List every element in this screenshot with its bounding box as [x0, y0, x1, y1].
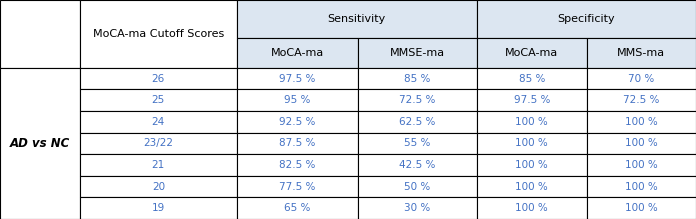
Text: 24: 24 [152, 117, 165, 127]
Bar [358, 176, 477, 197]
Bar [358, 38, 477, 68]
Bar [237, 154, 358, 176]
Bar [237, 68, 358, 90]
Text: 77.5 %: 77.5 % [279, 182, 316, 192]
Bar [80, 68, 237, 90]
Text: 72.5 %: 72.5 % [623, 95, 660, 105]
Text: 20: 20 [152, 182, 165, 192]
Text: 50 %: 50 % [404, 182, 431, 192]
Bar [477, 68, 587, 90]
Bar [477, 176, 587, 197]
Text: MMS-ma: MMS-ma [617, 48, 665, 58]
Text: 100 %: 100 % [625, 203, 658, 213]
Bar [587, 90, 696, 111]
Bar [587, 197, 696, 219]
Text: 19: 19 [152, 203, 165, 213]
Text: MMSE-ma: MMSE-ma [390, 48, 445, 58]
Text: 100 %: 100 % [625, 160, 658, 170]
Text: MoCA-ma: MoCA-ma [505, 48, 558, 58]
Bar [80, 197, 237, 219]
Bar [587, 111, 696, 133]
Text: 55 %: 55 % [404, 138, 431, 148]
Text: 100 %: 100 % [515, 117, 548, 127]
Bar [477, 90, 587, 111]
Bar [80, 176, 237, 197]
Text: 65 %: 65 % [285, 203, 310, 213]
Bar [358, 68, 477, 90]
Text: 92.5 %: 92.5 % [279, 117, 316, 127]
Bar [237, 197, 358, 219]
Text: 26: 26 [152, 74, 165, 84]
Bar [237, 176, 358, 197]
Text: 30 %: 30 % [404, 203, 431, 213]
Bar [587, 154, 696, 176]
Bar [80, 111, 237, 133]
Bar [587, 68, 696, 90]
Bar [237, 90, 358, 111]
Text: 62.5 %: 62.5 % [400, 117, 436, 127]
Bar [587, 133, 696, 154]
Text: Sensitivity: Sensitivity [328, 14, 386, 24]
Bar [80, 90, 237, 111]
Text: 95 %: 95 % [285, 95, 310, 105]
Bar [358, 133, 477, 154]
Text: 97.5 %: 97.5 % [514, 95, 550, 105]
Text: Specificity: Specificity [557, 14, 615, 24]
Bar [477, 0, 696, 38]
Bar [0, 0, 80, 68]
Bar [0, 68, 80, 219]
Text: AD vs NC: AD vs NC [10, 137, 70, 150]
Bar [587, 176, 696, 197]
Text: 100 %: 100 % [625, 182, 658, 192]
Text: 100 %: 100 % [515, 182, 548, 192]
Text: 97.5 %: 97.5 % [279, 74, 316, 84]
Text: 42.5 %: 42.5 % [400, 160, 436, 170]
Bar [477, 38, 587, 68]
Bar [477, 197, 587, 219]
Text: 100 %: 100 % [625, 138, 658, 148]
Text: 72.5 %: 72.5 % [400, 95, 436, 105]
Text: 21: 21 [152, 160, 165, 170]
Text: 85 %: 85 % [404, 74, 431, 84]
Bar [237, 111, 358, 133]
Text: 87.5 %: 87.5 % [279, 138, 316, 148]
Text: 25: 25 [152, 95, 165, 105]
Bar [358, 197, 477, 219]
Bar [80, 133, 237, 154]
Bar [477, 133, 587, 154]
Text: 100 %: 100 % [515, 203, 548, 213]
Bar [358, 111, 477, 133]
Bar [477, 154, 587, 176]
Bar [477, 111, 587, 133]
Text: MoCA-ma: MoCA-ma [271, 48, 324, 58]
Text: 82.5 %: 82.5 % [279, 160, 316, 170]
Text: 70 %: 70 % [628, 74, 654, 84]
Text: 85 %: 85 % [519, 74, 545, 84]
Bar [80, 0, 237, 68]
Bar [237, 133, 358, 154]
Bar [358, 90, 477, 111]
Bar [237, 0, 477, 38]
Text: 100 %: 100 % [625, 117, 658, 127]
Text: 23/22: 23/22 [143, 138, 173, 148]
Text: 100 %: 100 % [515, 160, 548, 170]
Bar [587, 38, 696, 68]
Text: 100 %: 100 % [515, 138, 548, 148]
Bar [80, 154, 237, 176]
Text: MoCA-ma Cutoff Scores: MoCA-ma Cutoff Scores [93, 29, 224, 39]
Bar [358, 154, 477, 176]
Bar [237, 38, 358, 68]
